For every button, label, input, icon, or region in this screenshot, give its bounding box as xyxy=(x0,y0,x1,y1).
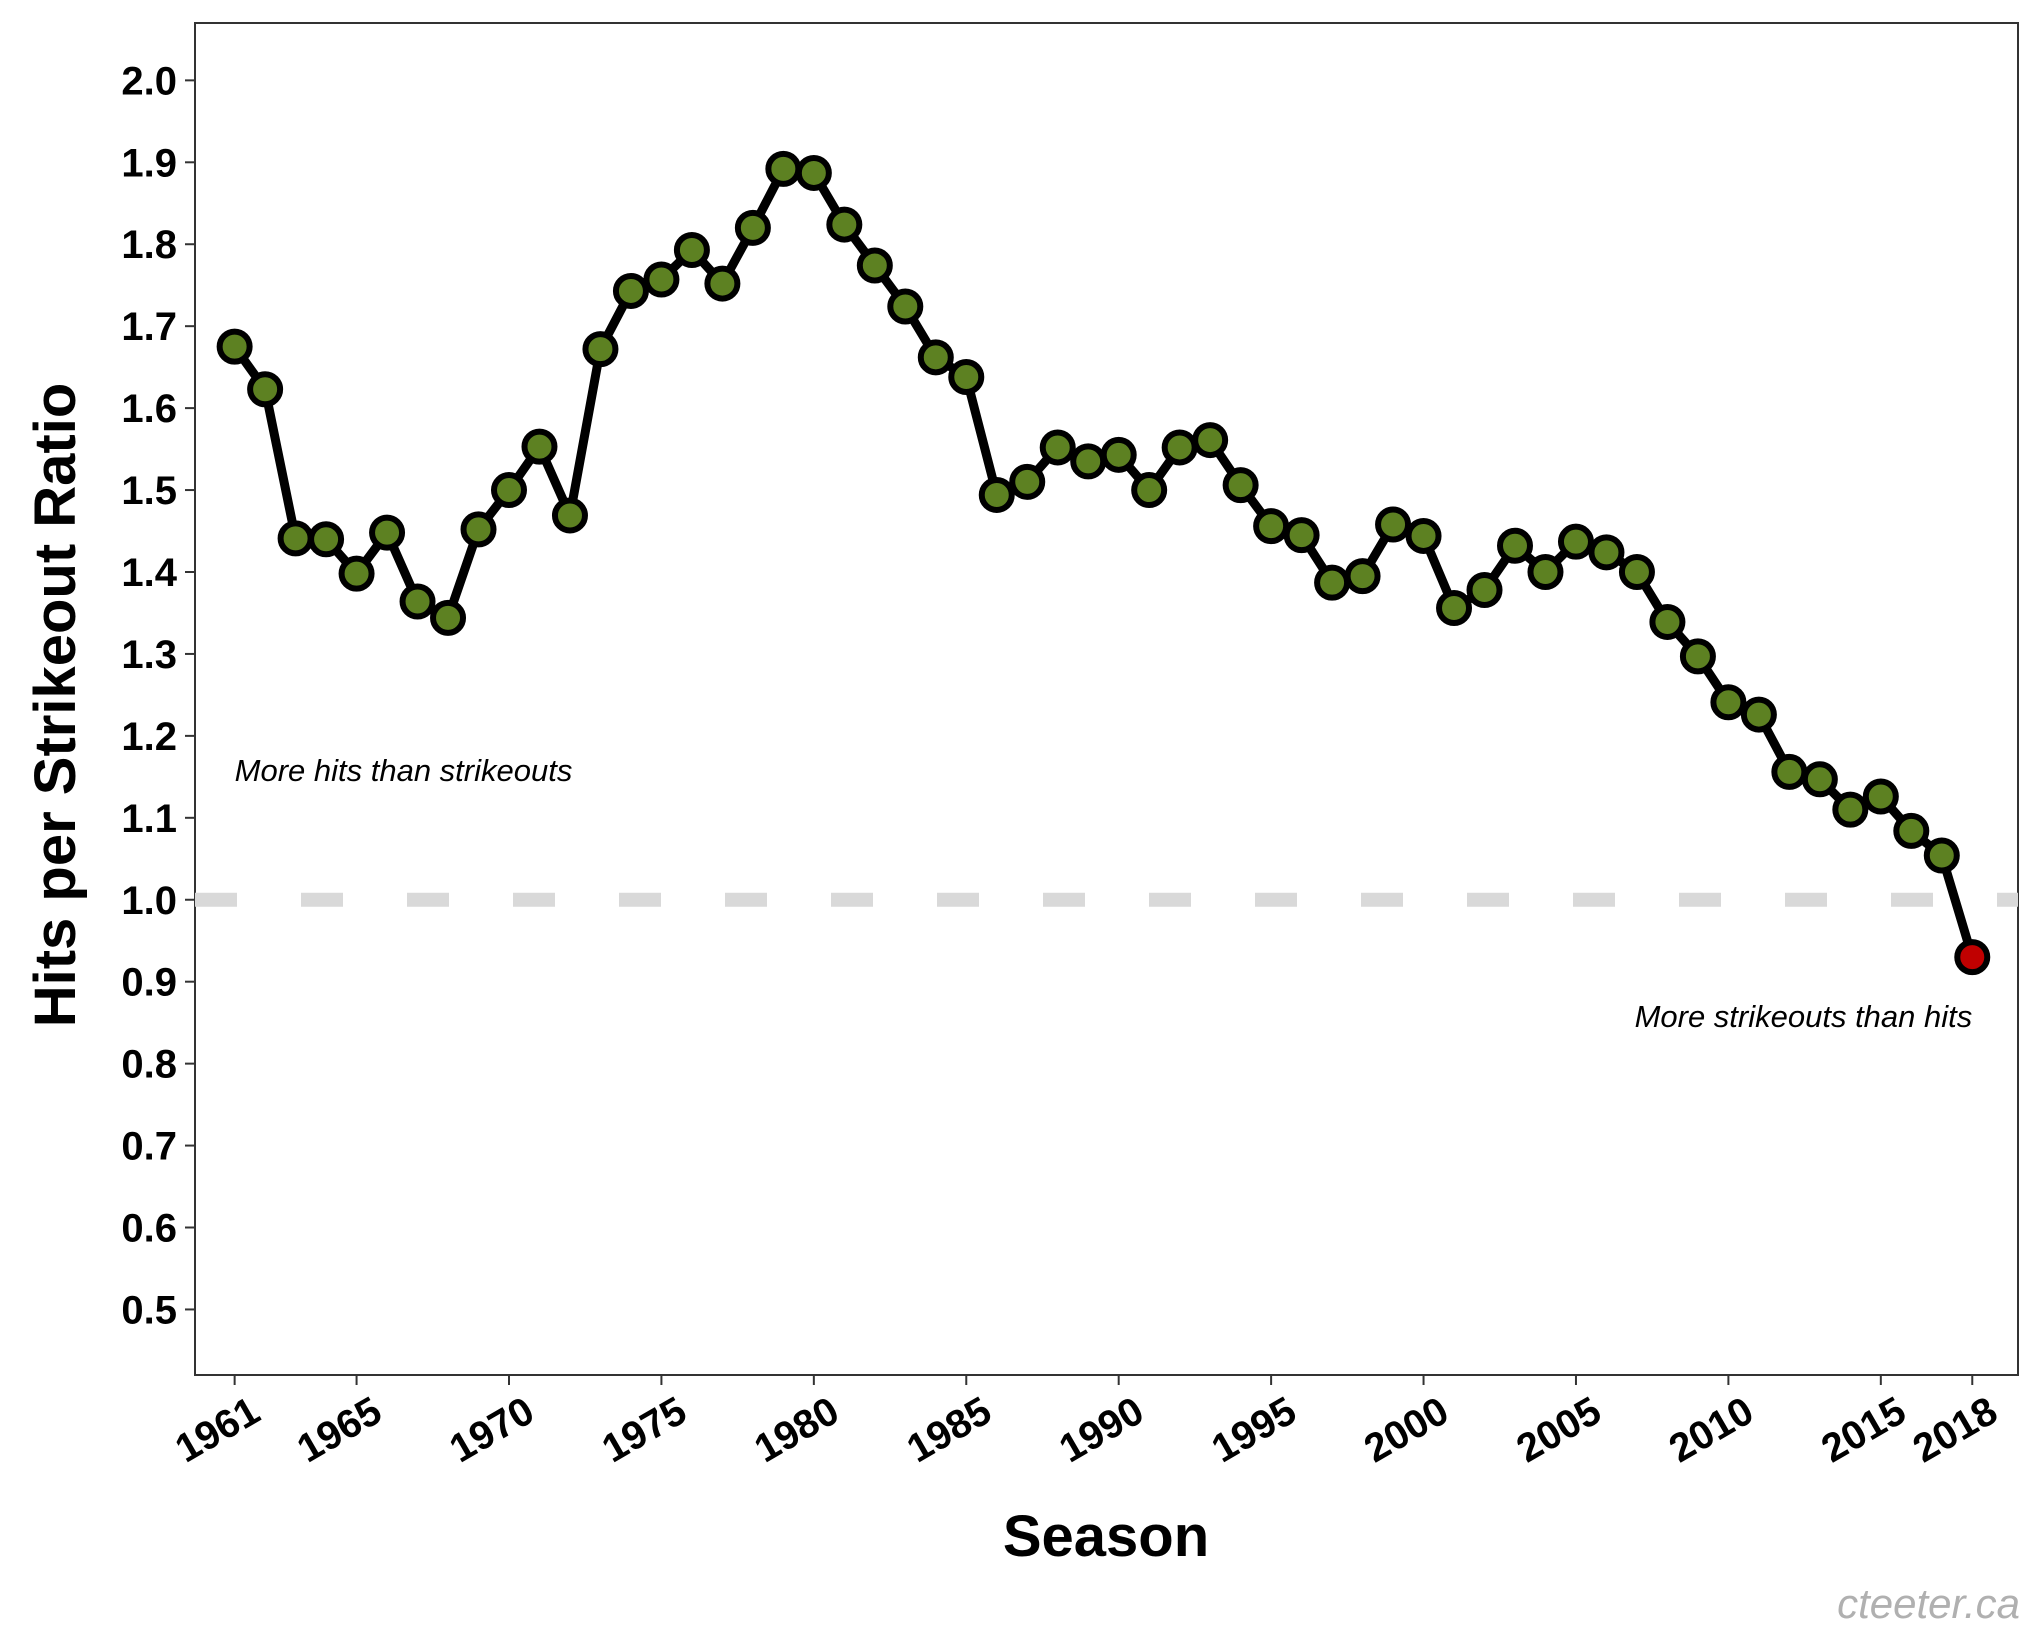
data-point xyxy=(978,476,1015,513)
y-tick-label: 1.8 xyxy=(121,223,177,267)
data-point xyxy=(948,358,985,395)
data-point xyxy=(1283,517,1320,554)
y-tick-label: 1.6 xyxy=(121,387,177,431)
data-point xyxy=(1405,517,1442,554)
data-point xyxy=(704,265,741,302)
data-point xyxy=(826,206,863,243)
y-tick-label: 1.1 xyxy=(121,797,177,841)
x-tick-label: 1965 xyxy=(290,1389,389,1472)
data-point xyxy=(1466,572,1503,609)
x-tick-label: 1995 xyxy=(1205,1389,1304,1472)
annotation: More strikeouts than hits xyxy=(1635,999,1973,1034)
data-point-highlight xyxy=(1954,939,1991,976)
data-point xyxy=(430,599,467,636)
x-tick-label: 1980 xyxy=(747,1389,846,1472)
data-point xyxy=(490,472,527,509)
data-point xyxy=(1588,534,1625,571)
data-point xyxy=(1679,638,1716,675)
data-point xyxy=(277,520,314,557)
data-point xyxy=(582,331,619,368)
data-point xyxy=(1923,837,1960,874)
x-tick-label: 1975 xyxy=(595,1389,694,1472)
data-point xyxy=(1131,472,1168,509)
data-point xyxy=(308,521,345,558)
data-point xyxy=(1192,422,1229,459)
data-point xyxy=(1832,791,1869,828)
data-point xyxy=(399,583,436,620)
y-tick-label: 1.9 xyxy=(121,141,177,185)
data-point xyxy=(1253,508,1290,545)
x-tick-label: 2015 xyxy=(1814,1389,1913,1472)
data-point xyxy=(734,209,771,246)
data-point xyxy=(1740,696,1777,733)
y-tick-label: 1.5 xyxy=(121,469,177,513)
y-tick-label: 0.8 xyxy=(121,1043,177,1087)
watermark: cteeter.ca xyxy=(1837,1580,2020,1627)
x-axis-title: Season xyxy=(1003,1504,1209,1569)
data-point xyxy=(1771,753,1808,790)
data-point xyxy=(795,154,832,191)
data-point xyxy=(1070,443,1107,480)
x-tick-label: 2000 xyxy=(1357,1389,1456,1472)
data-point xyxy=(1100,436,1137,473)
data-point xyxy=(1618,553,1655,590)
data-point xyxy=(1801,761,1838,798)
y-tick-label: 1.4 xyxy=(121,551,177,595)
data-point xyxy=(673,231,710,268)
data-point xyxy=(1039,429,1076,466)
data-point xyxy=(643,261,680,298)
data-point xyxy=(765,150,802,187)
data-point xyxy=(247,371,284,408)
data-point xyxy=(460,511,497,548)
data-point xyxy=(338,555,375,592)
x-tick-label: 1985 xyxy=(900,1389,999,1472)
data-point xyxy=(1314,564,1351,601)
y-tick-label: 1.0 xyxy=(121,879,177,923)
y-tick-label: 0.6 xyxy=(121,1207,177,1251)
data-point xyxy=(1649,603,1686,640)
data-point xyxy=(1557,523,1594,560)
annotation: More hits than strikeouts xyxy=(235,753,573,788)
data-point xyxy=(551,497,588,534)
data-point xyxy=(917,339,954,376)
data-point xyxy=(1893,812,1930,849)
data-point xyxy=(1527,553,1564,590)
data-point xyxy=(216,328,253,365)
data-point xyxy=(1161,429,1198,466)
x-tick-label: 2005 xyxy=(1509,1389,1608,1472)
x-tick-label: 1990 xyxy=(1052,1389,1151,1472)
data-point xyxy=(1222,467,1259,504)
data-point xyxy=(1009,463,1046,500)
data-point xyxy=(1344,558,1381,595)
data-point xyxy=(887,288,924,325)
x-tick-label: 2018 xyxy=(1906,1389,2005,1472)
y-tick-label: 0.7 xyxy=(121,1125,177,1169)
y-tick-label: 1.3 xyxy=(121,633,177,677)
y-axis-title: Hits per Strikeout Ratio xyxy=(23,383,88,1028)
data-point xyxy=(1862,778,1899,815)
y-tick-label: 0.5 xyxy=(121,1288,177,1332)
x-tick-label: 2010 xyxy=(1662,1389,1761,1472)
data-point xyxy=(856,247,893,284)
data-point xyxy=(1436,590,1473,627)
data-point xyxy=(612,272,649,309)
y-tick-label: 0.9 xyxy=(121,961,177,1005)
x-tick-label: 1970 xyxy=(442,1389,541,1472)
data-point xyxy=(1496,527,1533,564)
data-point xyxy=(1710,684,1747,721)
x-tick-label: 1961 xyxy=(168,1389,267,1472)
data-point xyxy=(369,514,406,551)
y-tick-label: 1.7 xyxy=(121,305,177,349)
data-point xyxy=(1375,506,1412,543)
y-tick-label: 1.2 xyxy=(121,715,177,759)
data-point xyxy=(521,428,558,465)
y-tick-label: 2.0 xyxy=(121,59,177,103)
